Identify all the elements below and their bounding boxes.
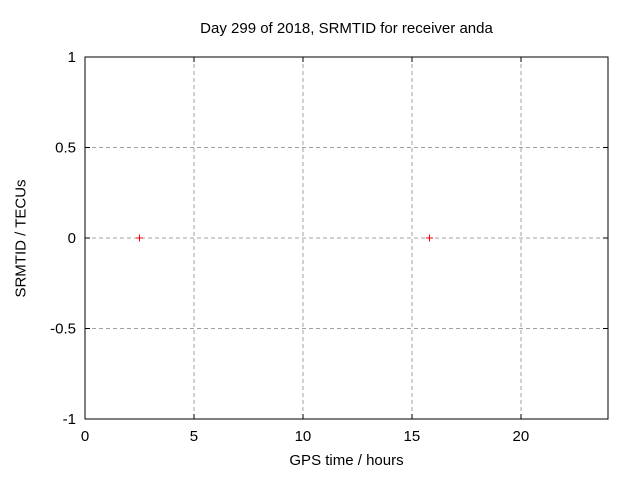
x-tick-label: 20 bbox=[512, 428, 529, 445]
x-tick-label: 5 bbox=[190, 428, 198, 445]
chart-title: Day 299 of 2018, SRMTID for receiver and… bbox=[200, 20, 493, 37]
x-tick-label: 15 bbox=[404, 428, 421, 445]
y-tick-label: -1 bbox=[63, 411, 76, 428]
y-tick-label: 0 bbox=[68, 230, 76, 247]
x-axis-label: GPS time / hours bbox=[289, 452, 404, 469]
y-tick-label: 1 bbox=[68, 49, 76, 66]
y-tick-label: -0.5 bbox=[50, 321, 76, 338]
plot-border bbox=[84, 56, 609, 420]
y-tick-label: 0.5 bbox=[55, 140, 76, 157]
x-tick-label: 0 bbox=[81, 428, 89, 445]
y-axis-label: SRMTID / TECUs bbox=[12, 179, 30, 298]
x-tick-label: 10 bbox=[295, 428, 312, 445]
